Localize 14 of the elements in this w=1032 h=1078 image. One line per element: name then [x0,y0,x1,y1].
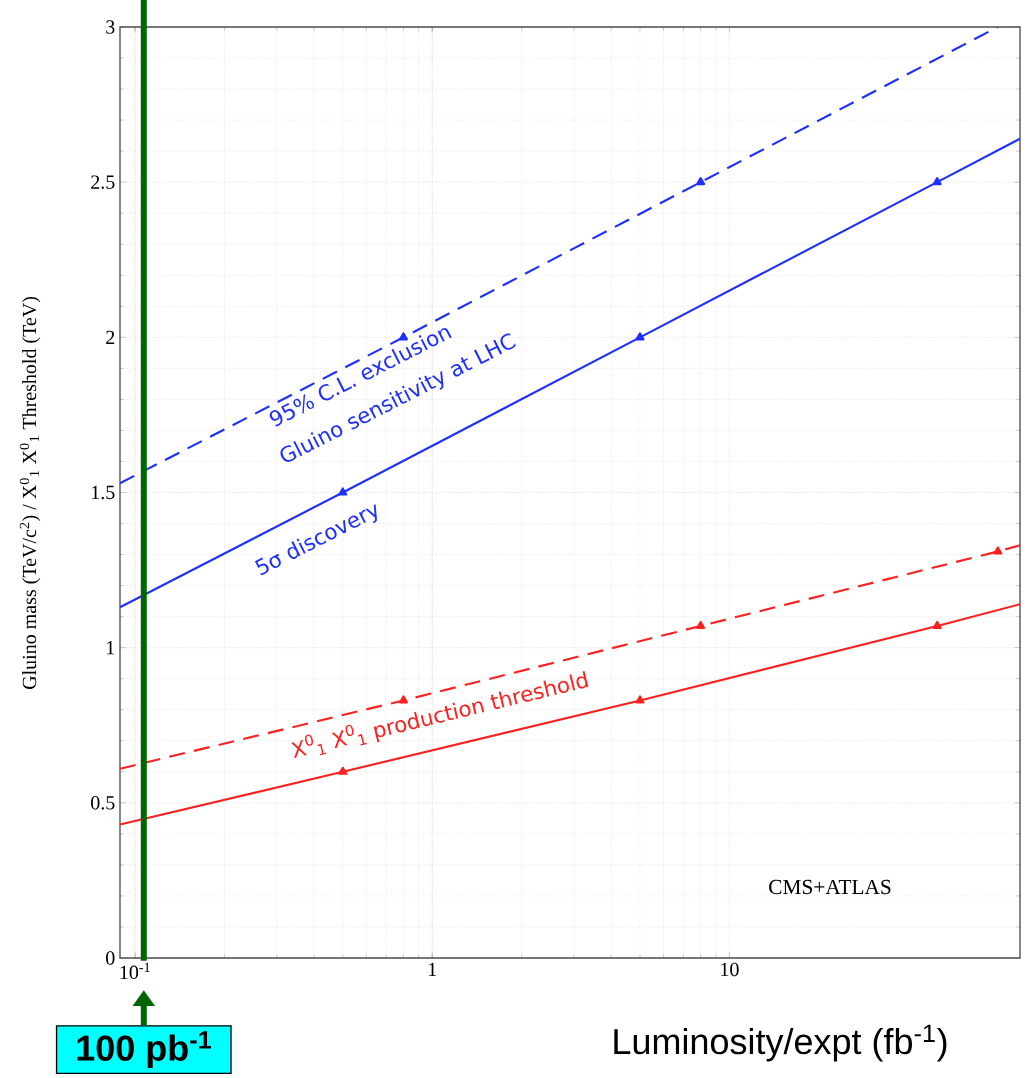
x-tick-label: 10$^{-1}$ [120,962,150,980]
y-tick-label: 3 [106,20,115,34]
ref-line-label: 100 pb$^{-1}$ [77,1031,211,1068]
x-axis-title: Luminosity/expt (fb$^{-1}$) [614,1024,947,1062]
x-tick-label: 10 [721,962,739,977]
y-tick-label: 0 [106,951,115,965]
y-tick-label: 1 [107,641,115,655]
annotation: CMS+ATLAS [769,879,891,895]
y-tick-label: 0.5 [91,796,115,810]
y-tick-label: 1.5 [92,485,115,500]
x-tick-label: 1 [429,962,437,976]
text: Gluino mass (TeV/c$^{2}$) / X$^{0}$$_{1}$ X$^{0}$$_{1}$ Threshold (TeV) [19,296,41,690]
y-tick-label: 2.5 [91,175,115,189]
y-tick-label: 2 [106,330,115,344]
